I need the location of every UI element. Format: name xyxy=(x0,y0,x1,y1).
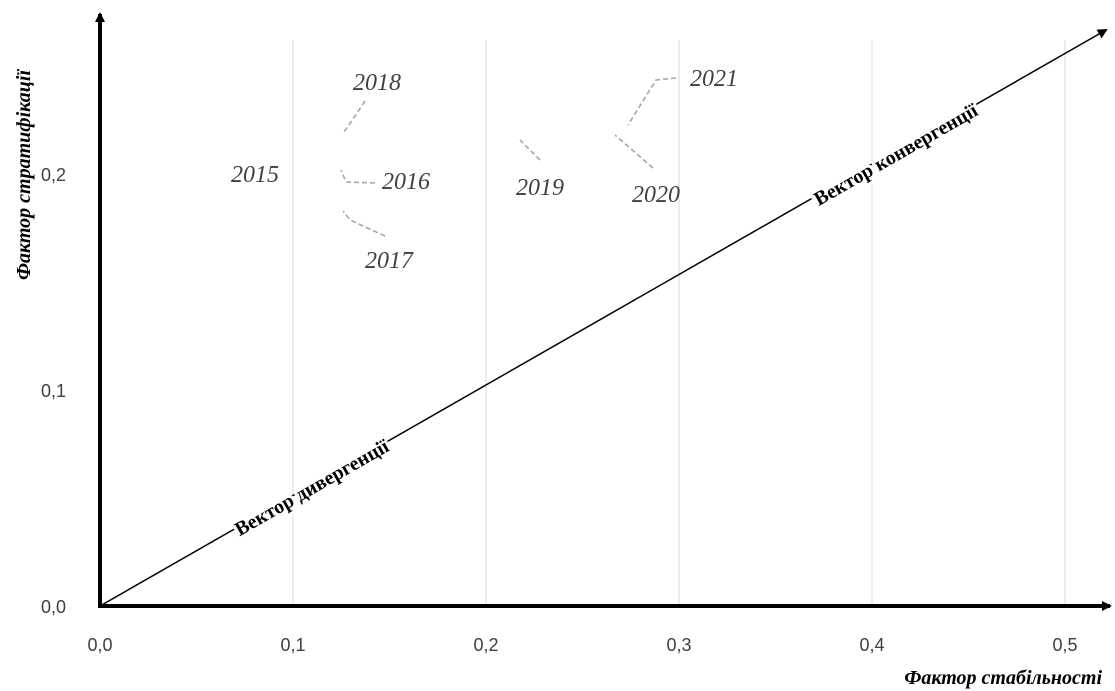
y-tick-label: 0,2 xyxy=(41,165,66,185)
leader-line xyxy=(340,169,376,184)
point-label: 2019 xyxy=(516,175,564,201)
point-label: 2018 xyxy=(353,70,401,96)
point-label: 2015 xyxy=(231,162,279,188)
x-axis-title: Фактор стабільності xyxy=(904,667,1102,689)
divergence-vector-label: Вектор дивергенції xyxy=(231,435,393,541)
leader-lines xyxy=(340,77,677,237)
y-axis-title: Фактор стратифікації xyxy=(13,69,35,280)
x-tick-label: 0,0 xyxy=(87,635,112,655)
point-label: 2017 xyxy=(365,248,414,274)
leader-line xyxy=(519,139,541,161)
leader-line xyxy=(342,100,366,134)
axis-titles: Фактор стабільності Фактор стратифікації xyxy=(13,69,1102,689)
x-tick-label: 0,1 xyxy=(280,635,305,655)
point-label: 2020 xyxy=(632,182,680,208)
convergence-vector-label: Вектор конвергенції xyxy=(810,99,982,210)
x-tick-label: 0,4 xyxy=(859,635,884,655)
x-tick-label: 0,5 xyxy=(1052,635,1077,655)
point-label: 2016 xyxy=(382,169,430,195)
x-tick-label: 0,2 xyxy=(473,635,498,655)
point-labels: 2015 2016 2017 2018 2019 2020 2021 xyxy=(231,66,738,274)
point-label: 2021 xyxy=(690,66,738,92)
leader-line xyxy=(614,134,654,169)
tick-labels: 0,00,10,20,30,40,50,00,10,20,30,40,5 xyxy=(41,165,1078,655)
vector-diagonal xyxy=(99,29,1108,607)
axes xyxy=(95,12,1112,611)
y-tick-label: 0,1 xyxy=(41,381,66,401)
x-tick-label: 0,3 xyxy=(666,635,691,655)
gridlines xyxy=(292,40,1066,606)
leader-line xyxy=(627,77,677,126)
y-tick-label: 0,0 xyxy=(41,597,66,617)
leader-line xyxy=(342,210,386,237)
vector-line: Вектор дивергенції Вектор конвергенції xyxy=(99,29,1108,607)
